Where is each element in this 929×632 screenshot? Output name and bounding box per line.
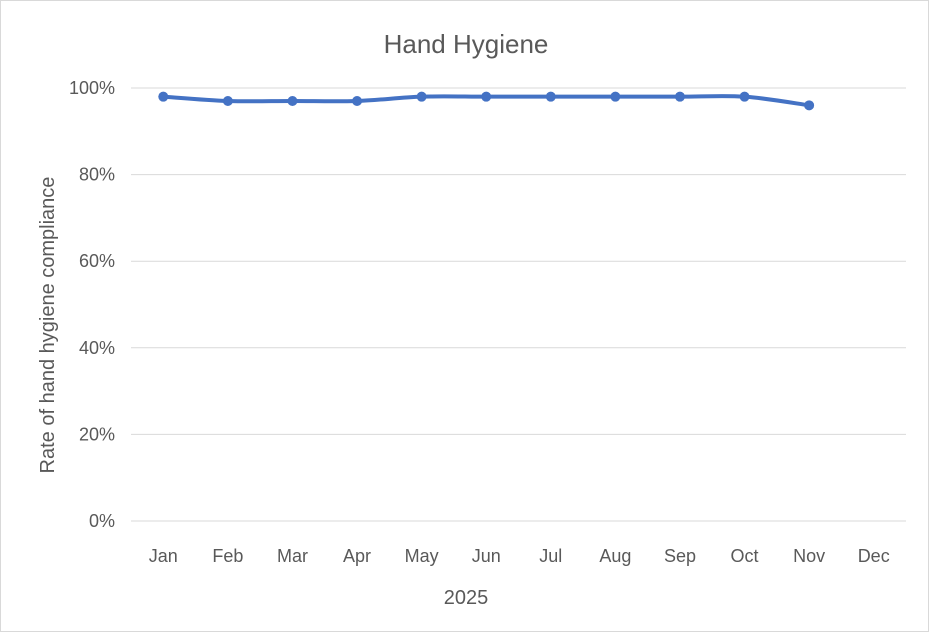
x-tick-label: Jan [149, 546, 178, 566]
data-point [416, 91, 427, 102]
y-axis-ticks: 0% 20% 40% 60% 80% 100% [69, 78, 115, 531]
data-point [352, 95, 363, 106]
data-point [222, 95, 233, 106]
data-point [158, 91, 169, 102]
y-tick-label: 100% [69, 78, 115, 98]
y-axis-title: Rate of hand hygiene compliance [37, 177, 59, 474]
data-point [674, 91, 685, 102]
data-point [545, 91, 556, 102]
x-tick-label: Dec [858, 546, 890, 566]
x-tick-label: Aug [599, 546, 631, 566]
x-axis-ticks: Jan Feb Mar Apr May Jun Jul Aug Sep Oct Nov Dec [149, 546, 890, 566]
x-tick-label: Mar [277, 546, 308, 566]
data-point [804, 100, 815, 111]
x-tick-label: Feb [212, 546, 243, 566]
x-axis-title: 2025 [444, 587, 489, 609]
x-tick-label: Sep [664, 546, 696, 566]
x-tick-label: Jul [539, 546, 562, 566]
data-point [287, 95, 298, 106]
y-tick-label: 0% [89, 511, 115, 531]
data-point [610, 91, 621, 102]
x-tick-label: Oct [731, 546, 759, 566]
y-tick-label: 20% [79, 424, 115, 444]
series-group [158, 91, 815, 111]
data-point [481, 91, 492, 102]
gridlines [131, 87, 906, 522]
y-tick-label: 40% [79, 338, 115, 358]
x-tick-label: Nov [793, 546, 825, 566]
x-tick-label: Jun [472, 546, 501, 566]
y-tick-label: 80% [79, 165, 115, 185]
chart-title: Hand Hygiene [384, 29, 549, 59]
x-tick-label: May [405, 546, 439, 566]
y-tick-label: 60% [79, 251, 115, 271]
data-point [739, 91, 750, 102]
x-tick-label: Apr [343, 546, 371, 566]
